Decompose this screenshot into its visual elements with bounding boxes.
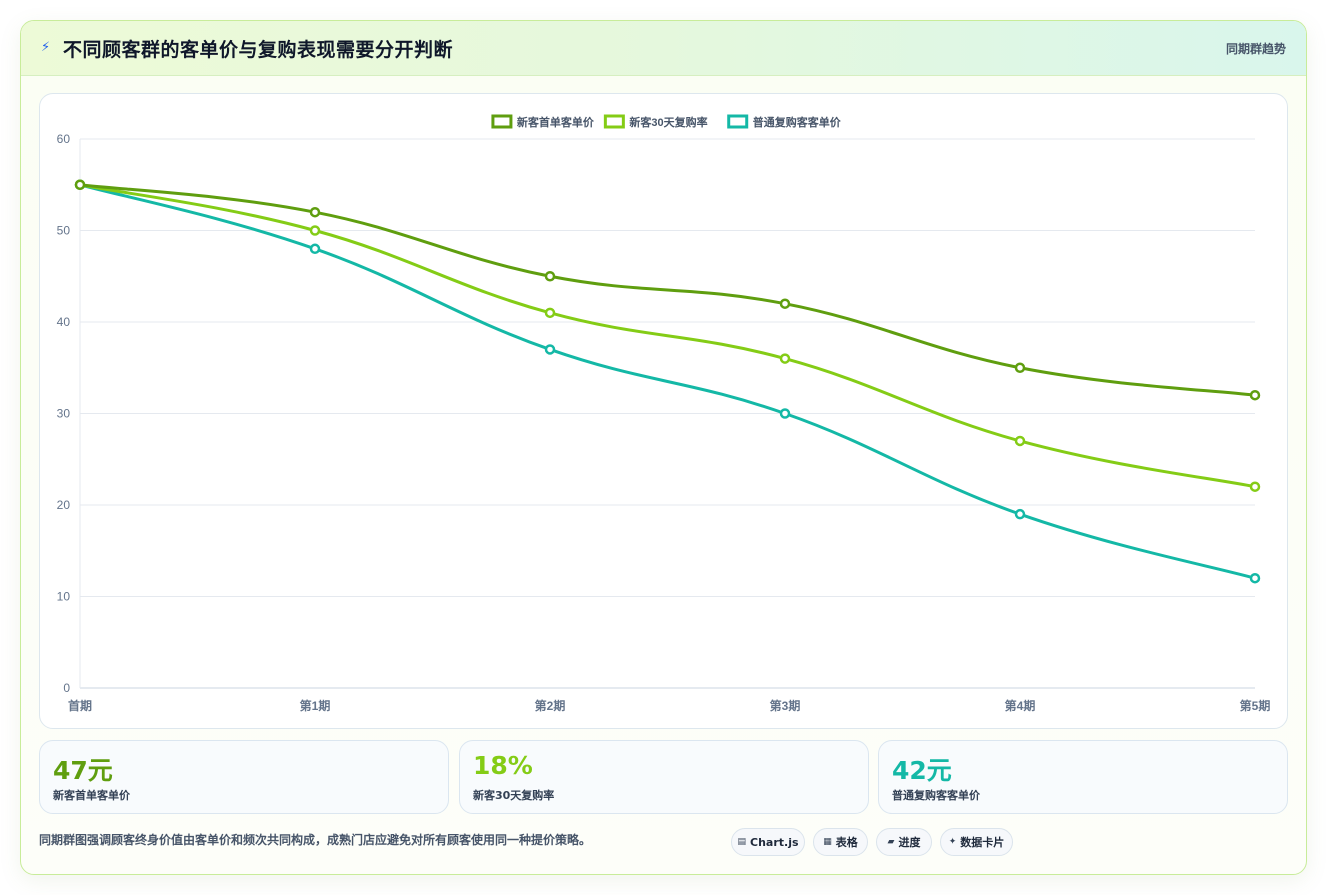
- footnote: 同期群图强调顾客终身价值由客单价和频次共同构成，成熟门店应避免对所有顾客使用同一…: [39, 833, 592, 847]
- data-point: [309, 243, 321, 255]
- y-tick-label: 0: [63, 681, 70, 695]
- data-point: [1249, 572, 1261, 584]
- chip-label: 表格: [835, 836, 858, 849]
- data-point: [1014, 362, 1026, 373]
- legend-swatch: [603, 114, 625, 129]
- page-title: 不同顾客群的客单价与复购表现需要分开判断: [63, 39, 454, 61]
- legend-label: 普通复购客客单价: [753, 115, 842, 129]
- kpi-value: 47元: [53, 756, 113, 785]
- chip-progress[interactable]: ▰ 进度: [876, 828, 932, 856]
- lightning-icon: ⚡: [41, 40, 51, 55]
- chart-container: 0 10 20 30 40 50 60 首期 第1期 第2期 第3期 第4期 第5期 新客首单客单价 新客3…: [39, 93, 1288, 729]
- legend-label: 新客30天复购率: [629, 115, 707, 129]
- chip-table[interactable]: ▦ 表格: [813, 828, 868, 856]
- data-point: [544, 307, 556, 319]
- data-point: [1249, 481, 1261, 492]
- data-point: [1014, 508, 1026, 520]
- data-point: [309, 225, 321, 236]
- series-line: [79, 183, 1256, 580]
- progress-icon: ▰: [887, 837, 895, 847]
- y-tick-label: 60: [57, 132, 71, 146]
- y-tick-label: 50: [57, 224, 71, 238]
- x-tick-label: 第5期: [1240, 698, 1271, 713]
- kpi-label: 新客首单客单价: [53, 789, 130, 802]
- data-point: [779, 298, 791, 309]
- chip-label: 进度: [898, 836, 921, 849]
- x-tick-label: 第4期: [1005, 698, 1036, 713]
- x-tick-label: 第2期: [535, 698, 566, 713]
- data-point: [74, 179, 86, 190]
- chip-chartjs[interactable]: ▤ Chart.js: [731, 828, 805, 856]
- table-icon: ▦: [823, 837, 832, 847]
- kpi-label: 普通复购客客单价: [892, 789, 980, 802]
- y-tick-label: 30: [57, 407, 71, 421]
- y-tick-label: 20: [57, 498, 71, 512]
- legend-swatch: [491, 114, 513, 129]
- kpi-label: 新客30天复购率: [473, 789, 555, 802]
- data-point: [544, 344, 556, 355]
- x-tick-label: 第1期: [300, 698, 331, 713]
- dashboard-card: ⚡ 不同顾客群的客单价与复购表现需要分开判断 同期群趋势 0 10 20 30 40 50…: [20, 20, 1307, 875]
- y-tick-label: 10: [57, 590, 71, 604]
- chip-label: 数据卡片: [960, 836, 1005, 849]
- legend-swatch: [727, 114, 749, 129]
- x-tick-label: 首期: [68, 698, 92, 713]
- kpi-value: 18%: [473, 751, 533, 780]
- series-line: [79, 183, 1256, 489]
- kpi-value: 42元: [892, 756, 952, 785]
- data-point: [544, 271, 556, 282]
- cohort-trend-label: 同期群趋势: [1225, 42, 1286, 56]
- sparkle-icon: ✦: [948, 837, 957, 847]
- legend-label: 新客首单客单价: [517, 115, 595, 129]
- kpi-card-30day-repurchase: 18% 新客30天复购率: [459, 740, 869, 814]
- data-point: [779, 408, 791, 419]
- data-point: [779, 353, 791, 364]
- series-line: [79, 183, 1256, 397]
- x-tick-label: 第3期: [770, 698, 801, 713]
- data-point: [309, 206, 321, 218]
- chip-data-cards[interactable]: ✦ 数据卡片: [940, 828, 1013, 856]
- card-header: ⚡ 不同顾客群的客单价与复购表现需要分开判断 同期群趋势: [21, 21, 1306, 76]
- chip-label: Chart.js: [750, 835, 799, 849]
- chart-icon: ▤: [737, 837, 746, 847]
- data-point: [1249, 389, 1261, 401]
- line-chart: 0 10 20 30 40 50 60 首期 第1期 第2期 第3期 第4期 第5期 新客首单客单价 新客3…: [57, 114, 1271, 713]
- kpi-card-repeat-aov: 42元 普通复购客客单价: [878, 740, 1288, 814]
- kpi-card-first-order-aov: 47元 新客首单客单价: [39, 740, 449, 814]
- y-tick-label: 40: [57, 315, 71, 329]
- data-point: [1014, 435, 1026, 447]
